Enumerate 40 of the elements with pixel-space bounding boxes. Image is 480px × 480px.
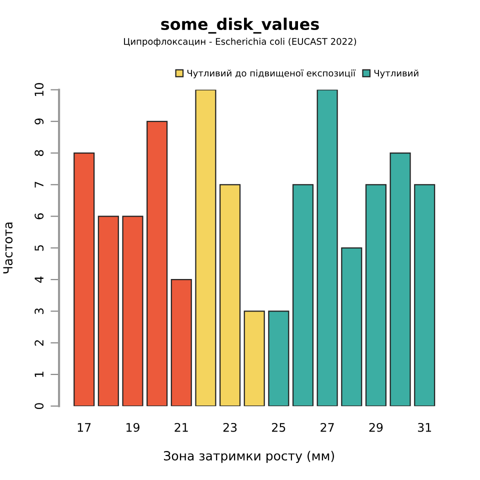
bar (146, 120, 168, 406)
legend-label: Чутливий (374, 70, 418, 78)
bar (220, 184, 241, 406)
bar (74, 152, 95, 406)
x-axis-title: Зона затримки росту (мм) (164, 450, 334, 463)
bar (414, 184, 436, 406)
y-tick-label: 9 (34, 118, 44, 124)
y-axis-title: Частота (3, 222, 13, 274)
y-tick-label: 0 (34, 403, 44, 410)
x-tick-label: 29 (369, 422, 383, 432)
y-tick-label: 3 (34, 308, 44, 314)
legend-label: Чутливий до підвищеної експозиції (187, 70, 356, 78)
y-tick-label: 1 (34, 372, 44, 377)
y-tick-label: 10 (34, 83, 44, 96)
x-tick-label: 21 (174, 422, 188, 432)
x-tick-label: 27 (320, 422, 334, 432)
bar (122, 216, 144, 406)
bar (341, 247, 362, 406)
bar (195, 90, 216, 406)
x-tick-label: 31 (418, 422, 432, 432)
bar (292, 184, 314, 406)
y-tick-label: 6 (34, 213, 44, 220)
bar (98, 216, 119, 406)
x-tick-label: 17 (78, 423, 91, 432)
x-tick-label: 25 (272, 422, 286, 432)
bar (390, 152, 411, 406)
y-tick-label: 8 (34, 150, 44, 156)
y-tick-label: 4 (34, 276, 44, 283)
y-tick-label: 2 (34, 340, 44, 346)
y-tick-label: 7 (34, 182, 44, 188)
chart-title: some_disk_values (161, 18, 319, 34)
bar (170, 278, 192, 406)
x-tick-label: 23 (223, 422, 237, 432)
chart-subtitle: Ципрофлоксацин - Escherichia coli (EUCAST 2022) (124, 38, 356, 47)
y-tick-label: 5 (34, 245, 44, 251)
bar (244, 310, 265, 406)
bar (365, 184, 386, 406)
bar (268, 310, 290, 406)
bar (316, 90, 338, 406)
x-tick-label: 19 (126, 422, 140, 432)
